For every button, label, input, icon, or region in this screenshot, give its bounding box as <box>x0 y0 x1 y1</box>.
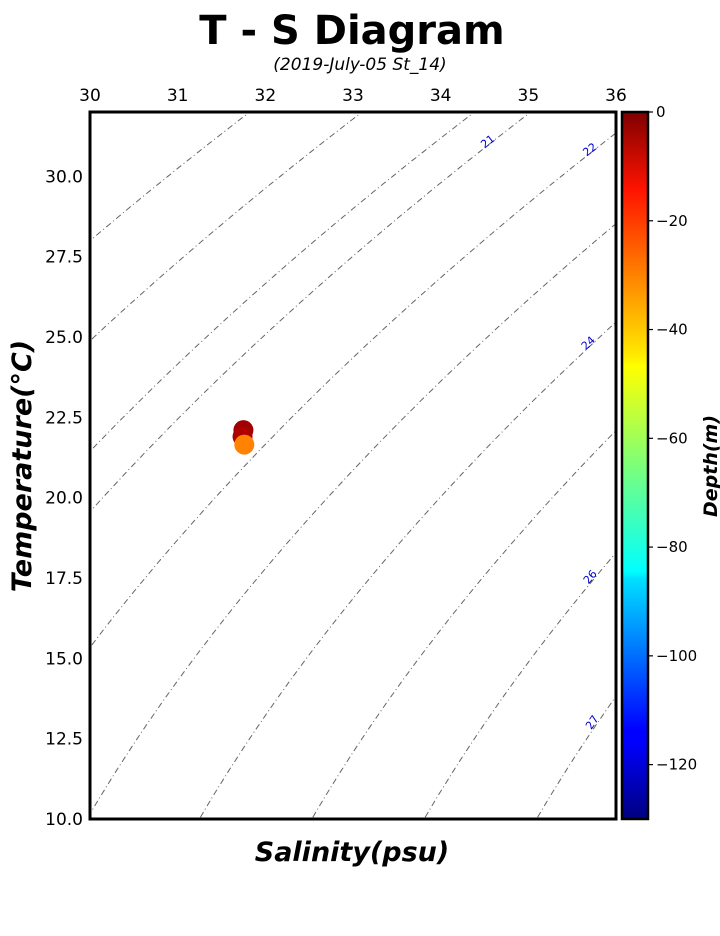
plot-frame <box>88 110 618 821</box>
y-axis-label: Temperature(°C) <box>7 340 38 592</box>
density-contour-line <box>90 132 616 649</box>
density-contour-label: 26 <box>581 568 600 587</box>
density-contour-line <box>198 321 616 819</box>
colorbar-tick-label: −20 <box>656 212 688 230</box>
colorbar-tick-label: −80 <box>656 538 688 556</box>
y-tick-label: 25.0 <box>45 328 83 348</box>
density-contour-line <box>90 112 363 342</box>
density-contour-line <box>535 695 616 819</box>
density-contours <box>90 112 616 819</box>
x-tick-label: 33 <box>342 86 364 106</box>
density-contour-line <box>90 112 476 453</box>
density-contour-line <box>423 552 616 819</box>
density-contour-label: 24 <box>579 334 598 353</box>
colorbar-ticks: 0 −20 −40 −60 −80 −100 −120 <box>648 103 697 774</box>
x-tick-label: 31 <box>167 86 189 106</box>
x-axis-ticks: 30 31 32 33 34 35 36 <box>79 86 627 106</box>
colorbar-tick-label: −40 <box>656 321 688 339</box>
y-tick-label: 12.5 <box>45 730 83 750</box>
density-contour-line <box>90 112 251 242</box>
x-tick-label: 30 <box>79 86 101 106</box>
density-contour-label: 27 <box>583 713 602 732</box>
y-axis-ticks: 10.0 12.5 15.0 17.5 20.0 22.5 25.0 27.5 30.0 <box>45 167 83 830</box>
y-tick-label: 10.0 <box>45 810 83 830</box>
y-tick-label: 20.0 <box>45 489 83 509</box>
x-tick-label: 32 <box>255 86 277 106</box>
y-tick-label: 17.5 <box>45 569 83 589</box>
density-contour-line <box>90 223 616 815</box>
x-tick-label: 34 <box>430 86 452 106</box>
colorbar <box>620 110 650 821</box>
y-tick-label: 22.5 <box>45 408 83 428</box>
y-tick-label: 15.0 <box>45 649 83 669</box>
x-axis-label: Salinity(psu) <box>255 837 449 868</box>
chart-subtitle: (2019-July-05 St_14) <box>273 55 446 75</box>
density-contour-line <box>311 429 616 819</box>
density-contour-label: 21 <box>478 132 497 151</box>
data-points <box>232 420 255 455</box>
colorbar-tick-label: 0 <box>656 103 666 121</box>
colorbar-tick-label: −100 <box>656 647 697 665</box>
ts-data-point <box>234 434 255 455</box>
x-tick-label: 35 <box>518 86 540 106</box>
x-tick-label: 36 <box>605 86 627 106</box>
colorbar-tick-label: −120 <box>656 756 697 774</box>
colorbar-tick-label: −60 <box>656 429 688 447</box>
density-contour-label: 22 <box>580 140 599 159</box>
density-contour-line <box>90 112 532 513</box>
colorbar-label: Depth(m) <box>700 415 720 517</box>
y-tick-label: 27.5 <box>45 248 83 268</box>
chart-title: T - S Diagram <box>199 8 504 54</box>
y-tick-label: 30.0 <box>45 167 83 187</box>
